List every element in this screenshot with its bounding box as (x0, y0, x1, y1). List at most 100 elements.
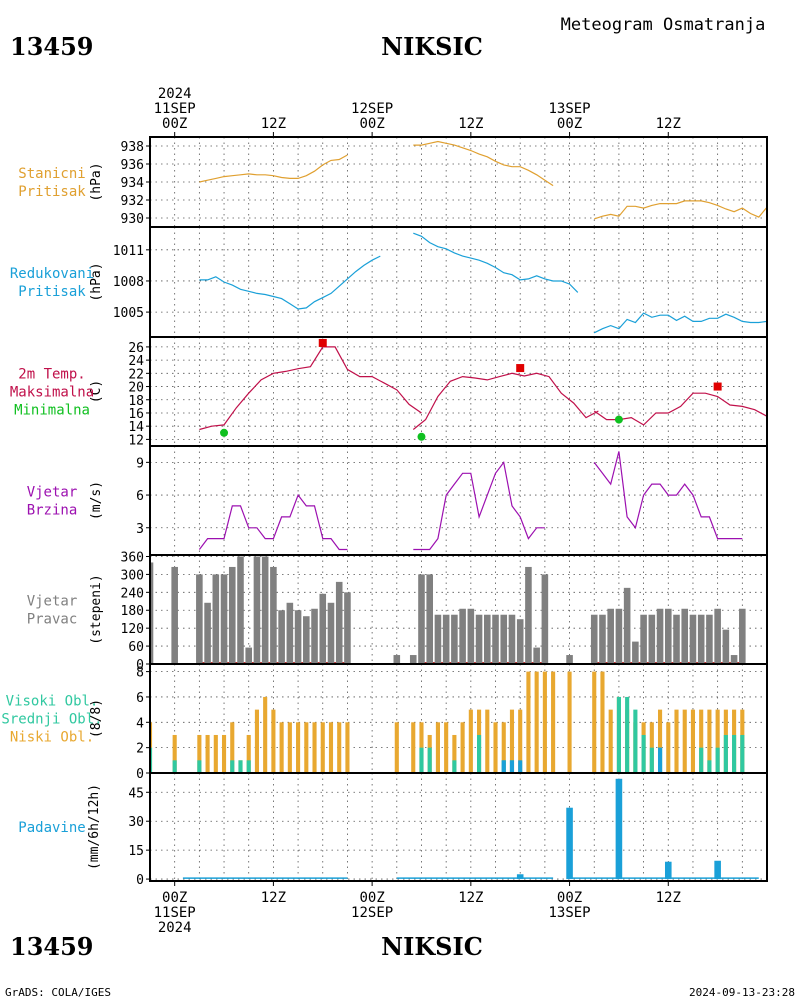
wind-direction-bar (344, 592, 351, 664)
top-axis-label: 2024 (158, 86, 192, 102)
top-axis-label: 12Z (656, 116, 681, 132)
series-line (593, 312, 767, 334)
wind-direction-bar (237, 556, 244, 664)
panel-plot-area (150, 446, 767, 555)
y-tick-label: 300 (121, 568, 144, 583)
mid-cloud-bar (427, 747, 432, 773)
y-tick-label: 936 (121, 158, 144, 173)
station-id-bottom: 13459 (10, 932, 94, 961)
y-tick-label: 0 (136, 767, 144, 782)
mid-cloud-bar (633, 709, 638, 773)
wind-direction-bar (303, 616, 310, 664)
high-cloud-bar (501, 760, 506, 773)
side-label: Brzina (27, 503, 78, 519)
side-label: Pritisak (18, 184, 86, 200)
mid-cloud-bar (477, 734, 482, 773)
y-tick-label: 930 (121, 212, 144, 227)
side-label: Maksimalna (10, 385, 94, 401)
y-tick-label: 120 (121, 622, 144, 637)
mid-cloud-bar (641, 734, 646, 773)
wind-direction-bar (475, 614, 483, 664)
bottom-axis-label: 11SEP (154, 905, 196, 921)
wind-direction-bar (459, 608, 466, 664)
min-temp-point (614, 415, 623, 424)
wind-direction-bar (270, 566, 277, 664)
side-label: Srednji Obl. (1, 712, 102, 728)
y-tick-label: 360 (121, 550, 144, 565)
y-axis-label: (mm/6h/12h) (87, 784, 102, 870)
mid-cloud-bar (740, 734, 745, 773)
y-tick-label: 4 (136, 716, 144, 731)
top-axis-label: 11SEP (154, 101, 196, 117)
precip-bar (566, 807, 573, 880)
low-cloud-bar (468, 709, 473, 773)
wind-direction-bar (409, 655, 417, 664)
low-cloud-bar (690, 709, 696, 773)
low-cloud-bar (394, 722, 399, 773)
wind-direction-bar (311, 608, 318, 664)
wind-direction-bar (739, 608, 746, 664)
bottom-axis-label: 13SEP (548, 905, 590, 921)
wind-direction-bar (664, 608, 672, 664)
series-line (413, 232, 579, 293)
wind-direction-bar (607, 608, 614, 664)
low-cloud-bar (501, 722, 506, 773)
low-cloud-bar (221, 734, 227, 773)
max-temp-point (516, 364, 525, 373)
mid-cloud-bar (238, 760, 243, 773)
mid-cloud-bar (723, 734, 728, 773)
wind-direction-bar (541, 574, 549, 664)
y-tick-label: 30 (128, 815, 144, 830)
side-label: Visoki Obl. (6, 694, 99, 710)
y-tick-label: 15 (128, 844, 144, 859)
y-axis-label: (hPa) (89, 162, 104, 201)
low-cloud-bar (608, 709, 613, 773)
low-cloud-bar (296, 722, 301, 773)
low-cloud-bar (485, 709, 490, 773)
y-tick-label: 9 (136, 456, 144, 471)
low-cloud-bar (493, 722, 498, 773)
wind-direction-bar (648, 614, 656, 664)
mid-cloud-bar (230, 760, 235, 773)
bottom-axis-label: 00Z (162, 890, 187, 906)
precip-bar (714, 860, 721, 880)
min-temp-point (417, 432, 426, 441)
wind-direction-bar (697, 614, 705, 664)
wind-direction-bar (327, 602, 335, 664)
low-cloud-bar (452, 734, 457, 773)
y-tick-label: 1005 (113, 306, 144, 321)
wind-direction-bar (261, 556, 269, 664)
low-cloud-bar (509, 709, 515, 773)
station-id-top: 13459 (10, 32, 94, 61)
wind-direction-bar (730, 655, 738, 664)
wind-direction-bar (245, 647, 253, 664)
mid-cloud-bar (419, 747, 424, 773)
panel-precipitation: 0 15 30 45 (mm/6h/12h)Padavine (18, 772, 768, 888)
wind-direction-bar (623, 587, 631, 664)
mid-cloud-bar (246, 760, 251, 773)
panel-reduced_pressure: 1005 1008 1011 (hPa)Redukovani Pritisak (10, 226, 768, 338)
low-cloud-bar (328, 722, 334, 773)
y-tick-label: 1008 (113, 275, 144, 290)
wind-direction-bar (442, 614, 450, 664)
wind-direction-bar (500, 614, 508, 664)
series-line (593, 451, 743, 540)
side-label: Redukovani (10, 266, 94, 282)
y-axis-label: (8/8) (89, 699, 104, 738)
wind-direction-bar (467, 608, 475, 664)
y-axis-label: (stepeni) (89, 574, 104, 644)
y-axis-label: (C) (89, 380, 104, 403)
low-cloud-bar (666, 722, 671, 773)
wind-direction-bar (418, 574, 425, 664)
low-cloud-bar (345, 722, 350, 773)
top-axis-label: 12Z (458, 116, 483, 132)
mid-cloud-bar (197, 760, 202, 773)
mid-cloud-bar (150, 747, 153, 773)
series-line (412, 372, 599, 430)
wind-direction-bar (196, 574, 203, 664)
low-cloud-bar (592, 671, 597, 773)
wind-direction-bar (681, 608, 689, 664)
low-cloud-bar (526, 671, 531, 773)
